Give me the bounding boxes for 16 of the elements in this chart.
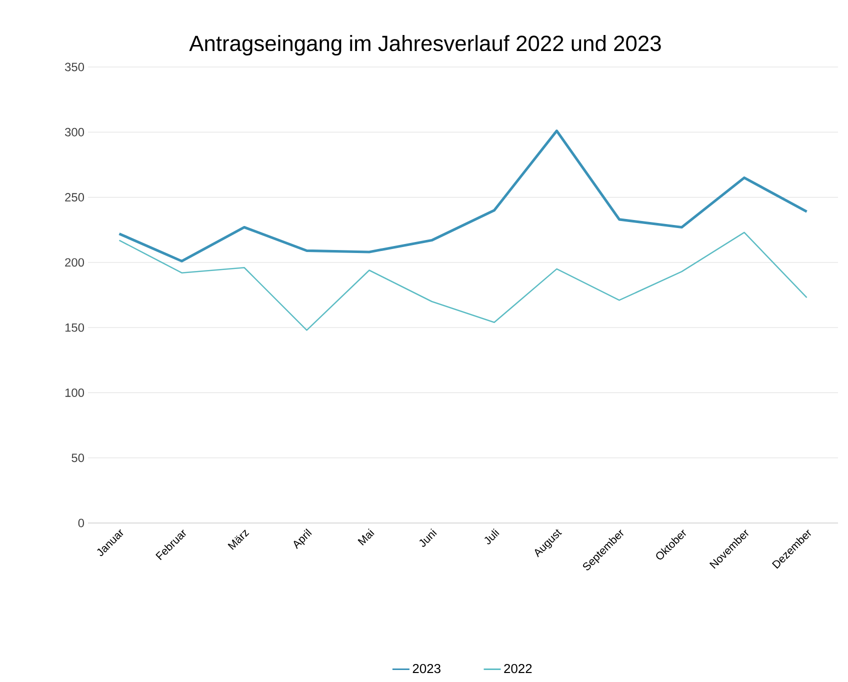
y-tick-label: 50	[72, 454, 84, 462]
y-tick-label: 150	[65, 323, 84, 332]
legend-label: 2022	[504, 664, 532, 674]
y-tick-label: 100	[65, 388, 84, 397]
y-tick-label: 0	[78, 518, 84, 528]
y-tick-label: 300	[64, 128, 84, 136]
line-series	[118, 130, 808, 262]
y-tick-label: 350	[64, 62, 84, 72]
y-tick-label: 250	[65, 193, 84, 202]
legend-label: 2023	[412, 664, 440, 674]
chart-title: Antragseingang im Jahresverlauf 2022 und 2023	[189, 35, 661, 56]
x-tick-label: Juni	[419, 528, 437, 547]
y-tick-label: 200	[65, 258, 84, 267]
x-tick-label: Mai	[358, 528, 374, 546]
line-series	[118, 232, 808, 331]
x-tick-label: Juli	[484, 528, 500, 544]
